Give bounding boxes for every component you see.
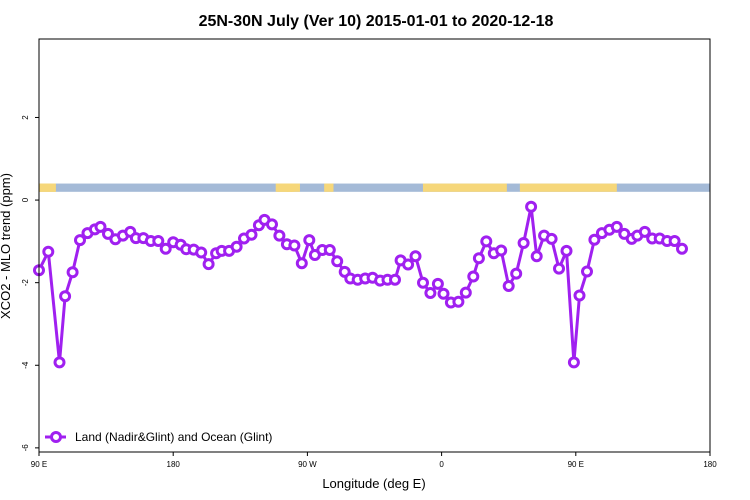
- data-point: [525, 200, 538, 213]
- x-tick-label: 0: [439, 460, 444, 469]
- data-point: [467, 270, 480, 283]
- series-points: [33, 200, 688, 369]
- data-point: [42, 245, 55, 258]
- data-point: [273, 229, 286, 242]
- data-point: [459, 286, 472, 299]
- data-point: [245, 228, 258, 241]
- data-point: [502, 280, 515, 292]
- data-point: [495, 244, 508, 257]
- data-point: [152, 235, 165, 247]
- data-point: [409, 250, 422, 263]
- data-point: [437, 287, 450, 300]
- data-point: [517, 237, 530, 249]
- data-point: [424, 287, 437, 299]
- land-segment: [39, 183, 56, 192]
- legend-marker: [50, 431, 62, 443]
- data-point: [530, 250, 543, 263]
- land-segment: [519, 183, 617, 192]
- data-point: [266, 218, 278, 231]
- data-point: [53, 356, 66, 369]
- land-ocean-strip: [39, 183, 710, 192]
- data-point: [553, 262, 565, 275]
- legend: Land (Nadir&Glint) and Ocean (Glint): [45, 430, 272, 444]
- y-tick-label: 2: [21, 115, 30, 120]
- data-point: [452, 295, 465, 308]
- data-point: [638, 225, 651, 238]
- land-segment: [324, 183, 334, 192]
- y-tick-label: -6: [21, 444, 30, 452]
- data-point: [74, 234, 86, 247]
- data-point: [676, 242, 688, 255]
- data-point: [431, 277, 444, 290]
- legend-label: Land (Nadir&Glint) and Ocean (Glint): [75, 430, 272, 444]
- land-segment: [290, 183, 300, 192]
- x-tick-label: 90 E: [568, 460, 584, 469]
- y-tick-label: -2: [21, 279, 30, 287]
- y-tick-label: -4: [21, 361, 30, 369]
- x-tick-label: 180: [167, 460, 181, 469]
- ocean-band: [39, 183, 710, 192]
- data-point: [480, 235, 493, 248]
- data-point: [295, 257, 308, 270]
- data-point: [581, 265, 593, 278]
- data-point: [573, 289, 586, 302]
- x-tick-label: 90 E: [31, 460, 47, 469]
- land-segment: [277, 183, 289, 192]
- data-point: [94, 220, 107, 233]
- data-point: [510, 267, 523, 280]
- chart-title: 25N-30N July (Ver 10) 2015-01-01 to 2020…: [199, 13, 554, 30]
- data-point: [560, 244, 573, 257]
- y-axis-label: XCO2 - MLO trend (ppm): [0, 173, 13, 319]
- plot-frame: [38, 38, 711, 453]
- data-point: [588, 233, 601, 246]
- data-point: [159, 242, 172, 255]
- data-point: [402, 258, 415, 271]
- land-segment: [286, 183, 293, 192]
- data-point: [668, 235, 681, 247]
- data-point: [610, 220, 623, 233]
- x-tick-label: 180: [703, 460, 717, 469]
- y-tick-label: 0: [21, 197, 30, 202]
- data-point: [323, 244, 336, 256]
- data-point: [59, 290, 72, 303]
- x-axis-label: Longitude (deg E): [322, 476, 425, 491]
- data-point: [417, 276, 429, 289]
- data-point: [567, 356, 580, 369]
- axis-ticks: 90 E 180 90 W 0 90 E 180 -6 -4 -2 0 2: [21, 115, 717, 469]
- land-segment: [422, 183, 507, 192]
- data-point: [472, 252, 485, 265]
- data-point: [195, 246, 208, 259]
- data-point: [303, 234, 316, 247]
- data-point: [389, 273, 401, 286]
- data-point: [202, 258, 215, 271]
- data-point: [288, 239, 301, 252]
- data-point: [66, 266, 79, 279]
- x-tick-label: 90 W: [298, 460, 317, 469]
- data-point: [102, 227, 114, 240]
- data-point: [545, 232, 558, 245]
- data-point: [331, 255, 344, 268]
- data-point: [230, 240, 243, 253]
